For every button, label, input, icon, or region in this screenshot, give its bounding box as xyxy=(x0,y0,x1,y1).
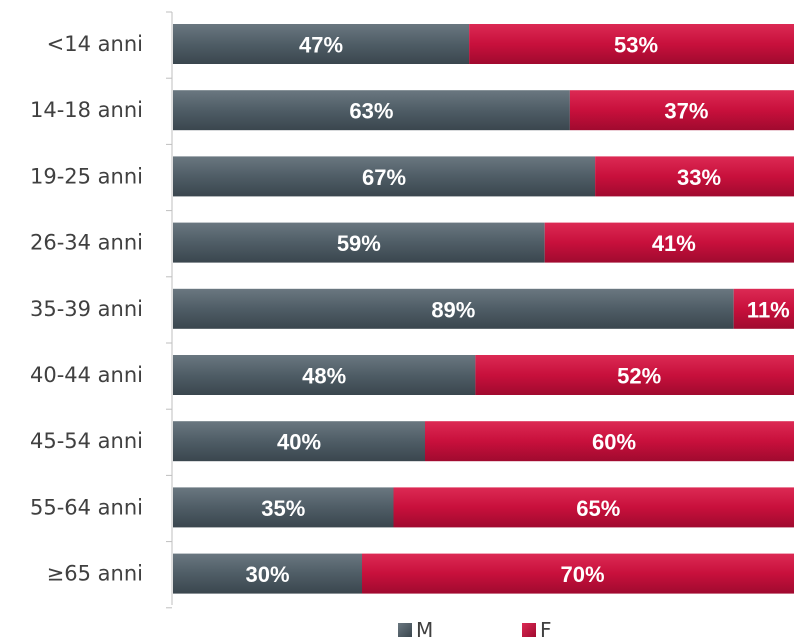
bar-m xyxy=(173,288,734,329)
category-label: 26-34 anni xyxy=(30,231,143,255)
data-label-f: 65% xyxy=(576,496,620,521)
data-label-m: 89% xyxy=(431,297,475,322)
data-label-f: 60% xyxy=(592,430,636,455)
legend-item-f: F xyxy=(522,620,552,640)
stacked-bar-chart: <14 anni 14-18 anni 19-25 anni 26-34 anni 35… xyxy=(30,11,794,609)
category-label: 55-64 anni xyxy=(30,495,143,519)
data-label-m: 48% xyxy=(302,364,346,389)
bar-f xyxy=(469,24,794,64)
data-label-f: 53% xyxy=(614,33,658,58)
bar-f xyxy=(362,553,794,594)
category-label: 35-39 anni xyxy=(30,297,143,321)
data-label-f: 41% xyxy=(652,231,696,256)
legend-label-f: F xyxy=(540,618,552,642)
bar-f xyxy=(393,487,794,528)
data-label-f: 70% xyxy=(560,562,604,587)
category-label: 14-18 anni xyxy=(30,98,143,122)
legend: M F xyxy=(0,616,794,643)
data-label-m: 67% xyxy=(362,165,406,190)
data-label-f: 11% xyxy=(747,297,790,322)
bar-f xyxy=(544,222,794,263)
bar-m xyxy=(173,553,362,594)
data-label-f: 37% xyxy=(664,99,708,124)
legend-item-m: M xyxy=(398,620,433,640)
bar-f xyxy=(569,90,794,131)
data-label-f: 33% xyxy=(677,165,721,190)
bar-m xyxy=(173,222,545,263)
data-label-m: 30% xyxy=(245,562,289,587)
category-label: 19-25 anni xyxy=(30,164,143,188)
category-label: <14 anni xyxy=(47,32,143,56)
data-label-f: 52% xyxy=(617,364,661,389)
category-label: 40-44 anni xyxy=(30,363,143,387)
bar-m xyxy=(173,24,470,64)
bar-f xyxy=(595,156,794,197)
data-label-m: 47% xyxy=(299,33,343,58)
data-label-m: 40% xyxy=(277,430,321,455)
bar-f xyxy=(475,355,794,395)
bar-f xyxy=(733,288,794,329)
legend-swatch-f xyxy=(522,623,536,637)
data-label-m: 59% xyxy=(337,231,381,256)
category-label: ≥65 anni xyxy=(47,562,143,586)
data-label-m: 35% xyxy=(261,496,305,521)
bar-m xyxy=(173,156,596,197)
legend-swatch-m xyxy=(398,623,412,637)
legend-label-m: M xyxy=(416,618,434,642)
bar-f xyxy=(425,421,794,462)
category-label: 45-54 anni xyxy=(30,429,143,453)
bar-m xyxy=(173,487,394,528)
data-label-m: 63% xyxy=(349,99,393,124)
bar-m xyxy=(173,90,570,131)
bar-m xyxy=(173,355,476,395)
bar-m xyxy=(173,421,425,462)
